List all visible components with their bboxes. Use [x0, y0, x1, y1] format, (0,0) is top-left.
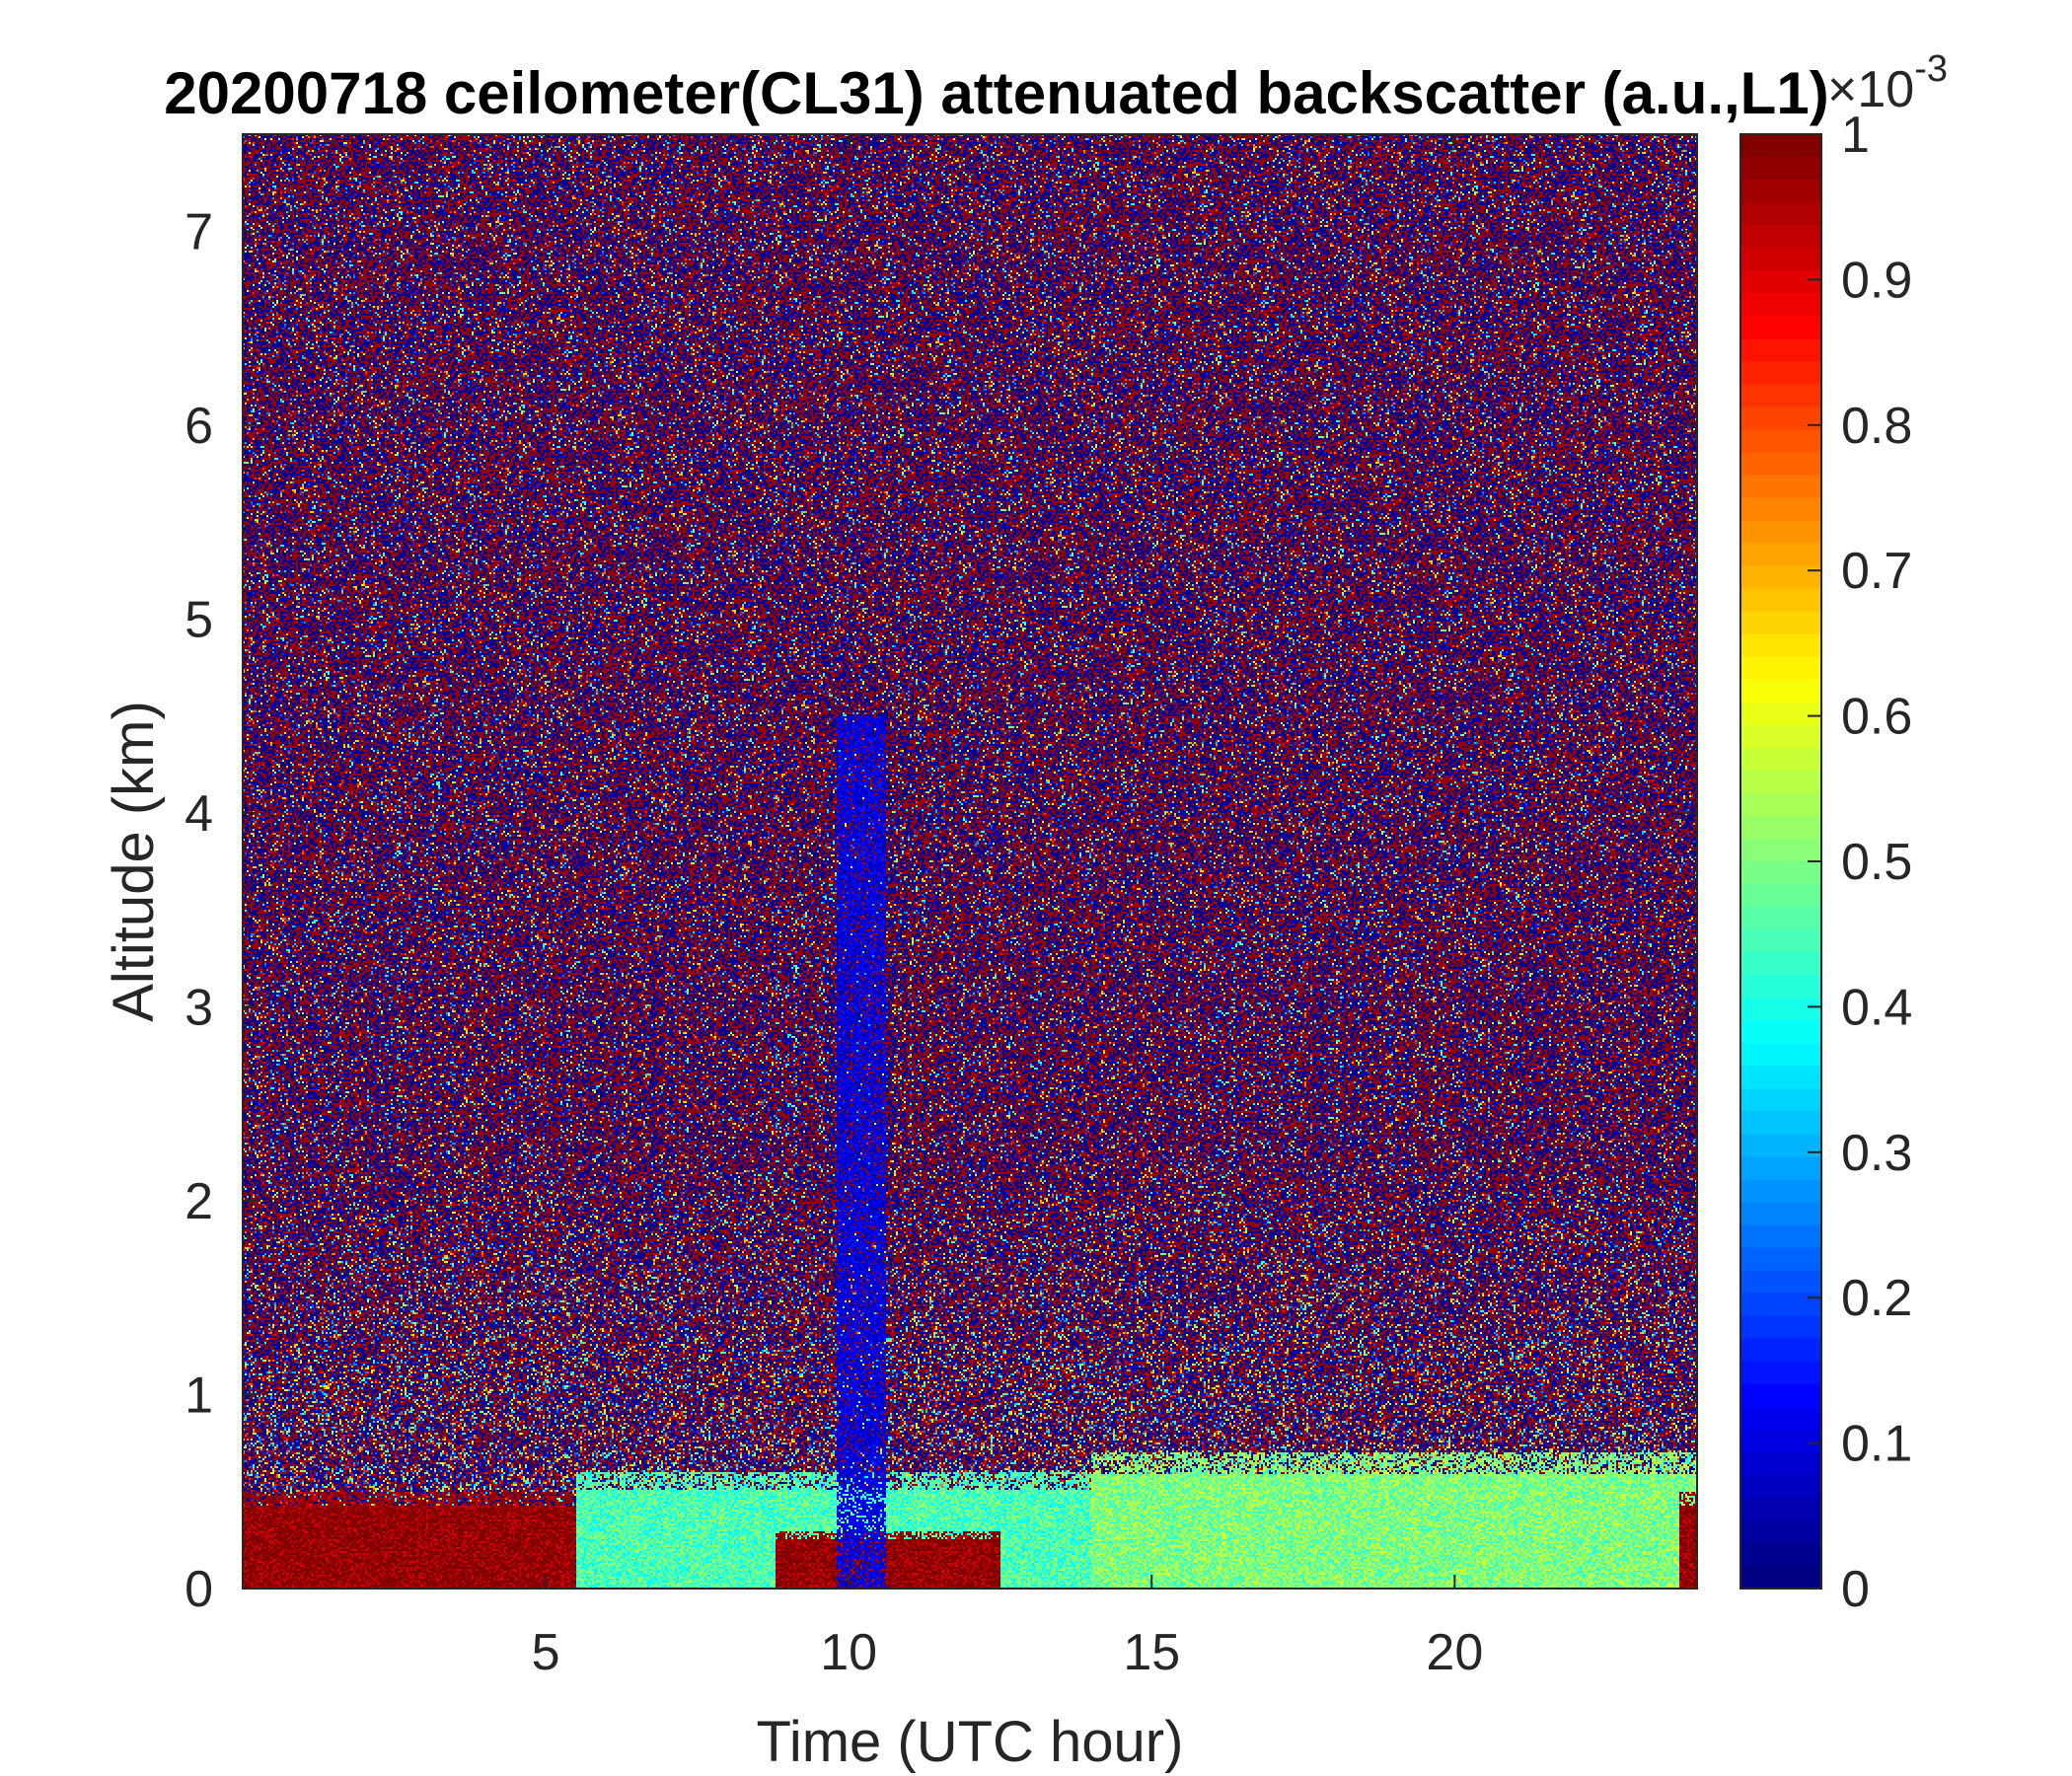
x-tick-label: 20	[1426, 1624, 1483, 1681]
colorbar-tick-label: 0.2	[1841, 1270, 1912, 1327]
colorbar-tick-label: 0.8	[1841, 398, 1912, 455]
colorbar-tick-label: 0.4	[1841, 979, 1912, 1036]
colorbar-tick-label: 1	[1841, 107, 1870, 164]
colorbar-exponent: ×10-3	[1827, 48, 1948, 118]
x-axis: 5 10 15 20	[532, 134, 1483, 1681]
y-tick-label: 4	[185, 785, 213, 843]
colorbar-tick-label: 0.6	[1841, 689, 1912, 746]
x-tick-label: 5	[532, 1624, 560, 1681]
colorbar-exponent-power: -3	[1914, 48, 1948, 90]
colorbar-exponent-base: ×10	[1827, 61, 1914, 118]
y-tick-label: 3	[185, 979, 213, 1036]
y-tick-label: 1	[185, 1367, 213, 1424]
y-tick-label: 0	[185, 1561, 213, 1618]
colorbar-tick-label: 0.5	[1841, 834, 1912, 891]
y-tick-label: 7	[185, 203, 213, 260]
x-tick-label: 15	[1123, 1624, 1180, 1681]
y-tick-label: 6	[185, 398, 213, 455]
colorbar-tick-label: 0	[1841, 1561, 1870, 1618]
colorbar-tick-label: 0.1	[1841, 1416, 1912, 1473]
colorbar: 0 0.1 0.2 0.3 0.4 0.5 0.6 0.7 0.8 0.9 1 ×10-3	[1739, 48, 1948, 1618]
y-axis-label: Altitude (km)	[102, 701, 166, 1022]
colorbar-tick-label: 0.3	[1841, 1125, 1912, 1182]
x-axis-label: Time (UTC hour)	[757, 1710, 1184, 1774]
colorbar-ticks: 0 0.1 0.2 0.3 0.4 0.5 0.6 0.7 0.8 0.9 1	[1808, 107, 1912, 1618]
chart-title: 20200718 ceilometer(CL31) attenuated bac…	[164, 60, 1828, 126]
plot-area	[242, 133, 1698, 1590]
y-tick-label: 5	[185, 591, 213, 648]
heatmap-image	[243, 134, 1697, 1589]
colorbar-tick-label: 0.9	[1841, 252, 1912, 309]
x-tick-label: 10	[820, 1624, 877, 1681]
plot-frame	[242, 133, 1698, 1590]
colorbar-tick-label: 0.7	[1841, 543, 1912, 600]
y-axis: 0 1 2 3 4 5 6 7	[185, 203, 1697, 1618]
y-tick-label: 2	[185, 1173, 213, 1230]
